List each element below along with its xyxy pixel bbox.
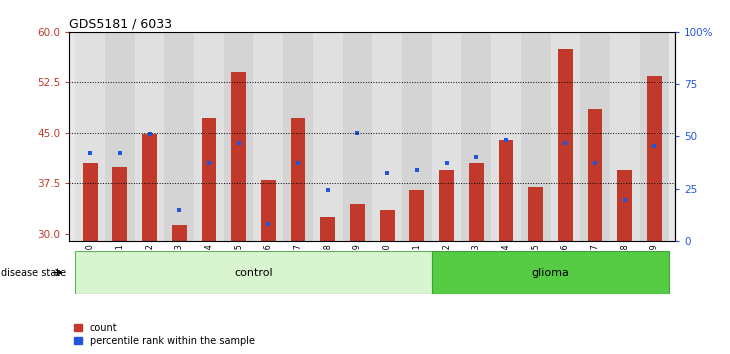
Bar [610, 32, 639, 241]
Text: GDS5181 / 6033: GDS5181 / 6033 [69, 18, 172, 31]
Bar [580, 32, 610, 241]
Text: disease state: disease state [1, 268, 66, 278]
Bar [112, 167, 127, 241]
Bar [75, 32, 105, 241]
Bar [558, 49, 573, 241]
Bar [142, 134, 157, 241]
Bar [380, 210, 395, 241]
Bar [201, 118, 216, 241]
Bar [172, 225, 187, 241]
Bar [105, 32, 135, 241]
Bar [618, 170, 632, 241]
Bar [164, 32, 194, 241]
Bar [291, 118, 305, 241]
Bar [313, 32, 342, 241]
Legend: count, percentile rank within the sample: count, percentile rank within the sample [74, 323, 255, 346]
Bar [253, 32, 283, 241]
Bar [529, 187, 543, 241]
Bar [372, 32, 402, 241]
Bar [75, 251, 431, 294]
Bar [550, 32, 580, 241]
Bar [431, 251, 669, 294]
Bar [461, 32, 491, 241]
Bar [224, 32, 253, 241]
Bar [342, 32, 372, 241]
Bar [439, 170, 454, 241]
Bar [261, 180, 276, 241]
Bar [588, 109, 602, 241]
Bar [320, 217, 335, 241]
Bar [639, 32, 669, 241]
Text: control: control [234, 268, 273, 278]
Bar [82, 163, 98, 241]
Bar [431, 32, 461, 241]
Bar [283, 32, 313, 241]
Bar [520, 32, 550, 241]
Bar [350, 204, 365, 241]
Bar [469, 163, 484, 241]
Bar [410, 190, 424, 241]
Bar [135, 32, 164, 241]
Text: glioma: glioma [531, 268, 569, 278]
Bar [231, 72, 246, 241]
Bar [491, 32, 520, 241]
Bar [402, 32, 431, 241]
Bar [194, 32, 224, 241]
Bar [647, 76, 662, 241]
Bar [499, 140, 513, 241]
